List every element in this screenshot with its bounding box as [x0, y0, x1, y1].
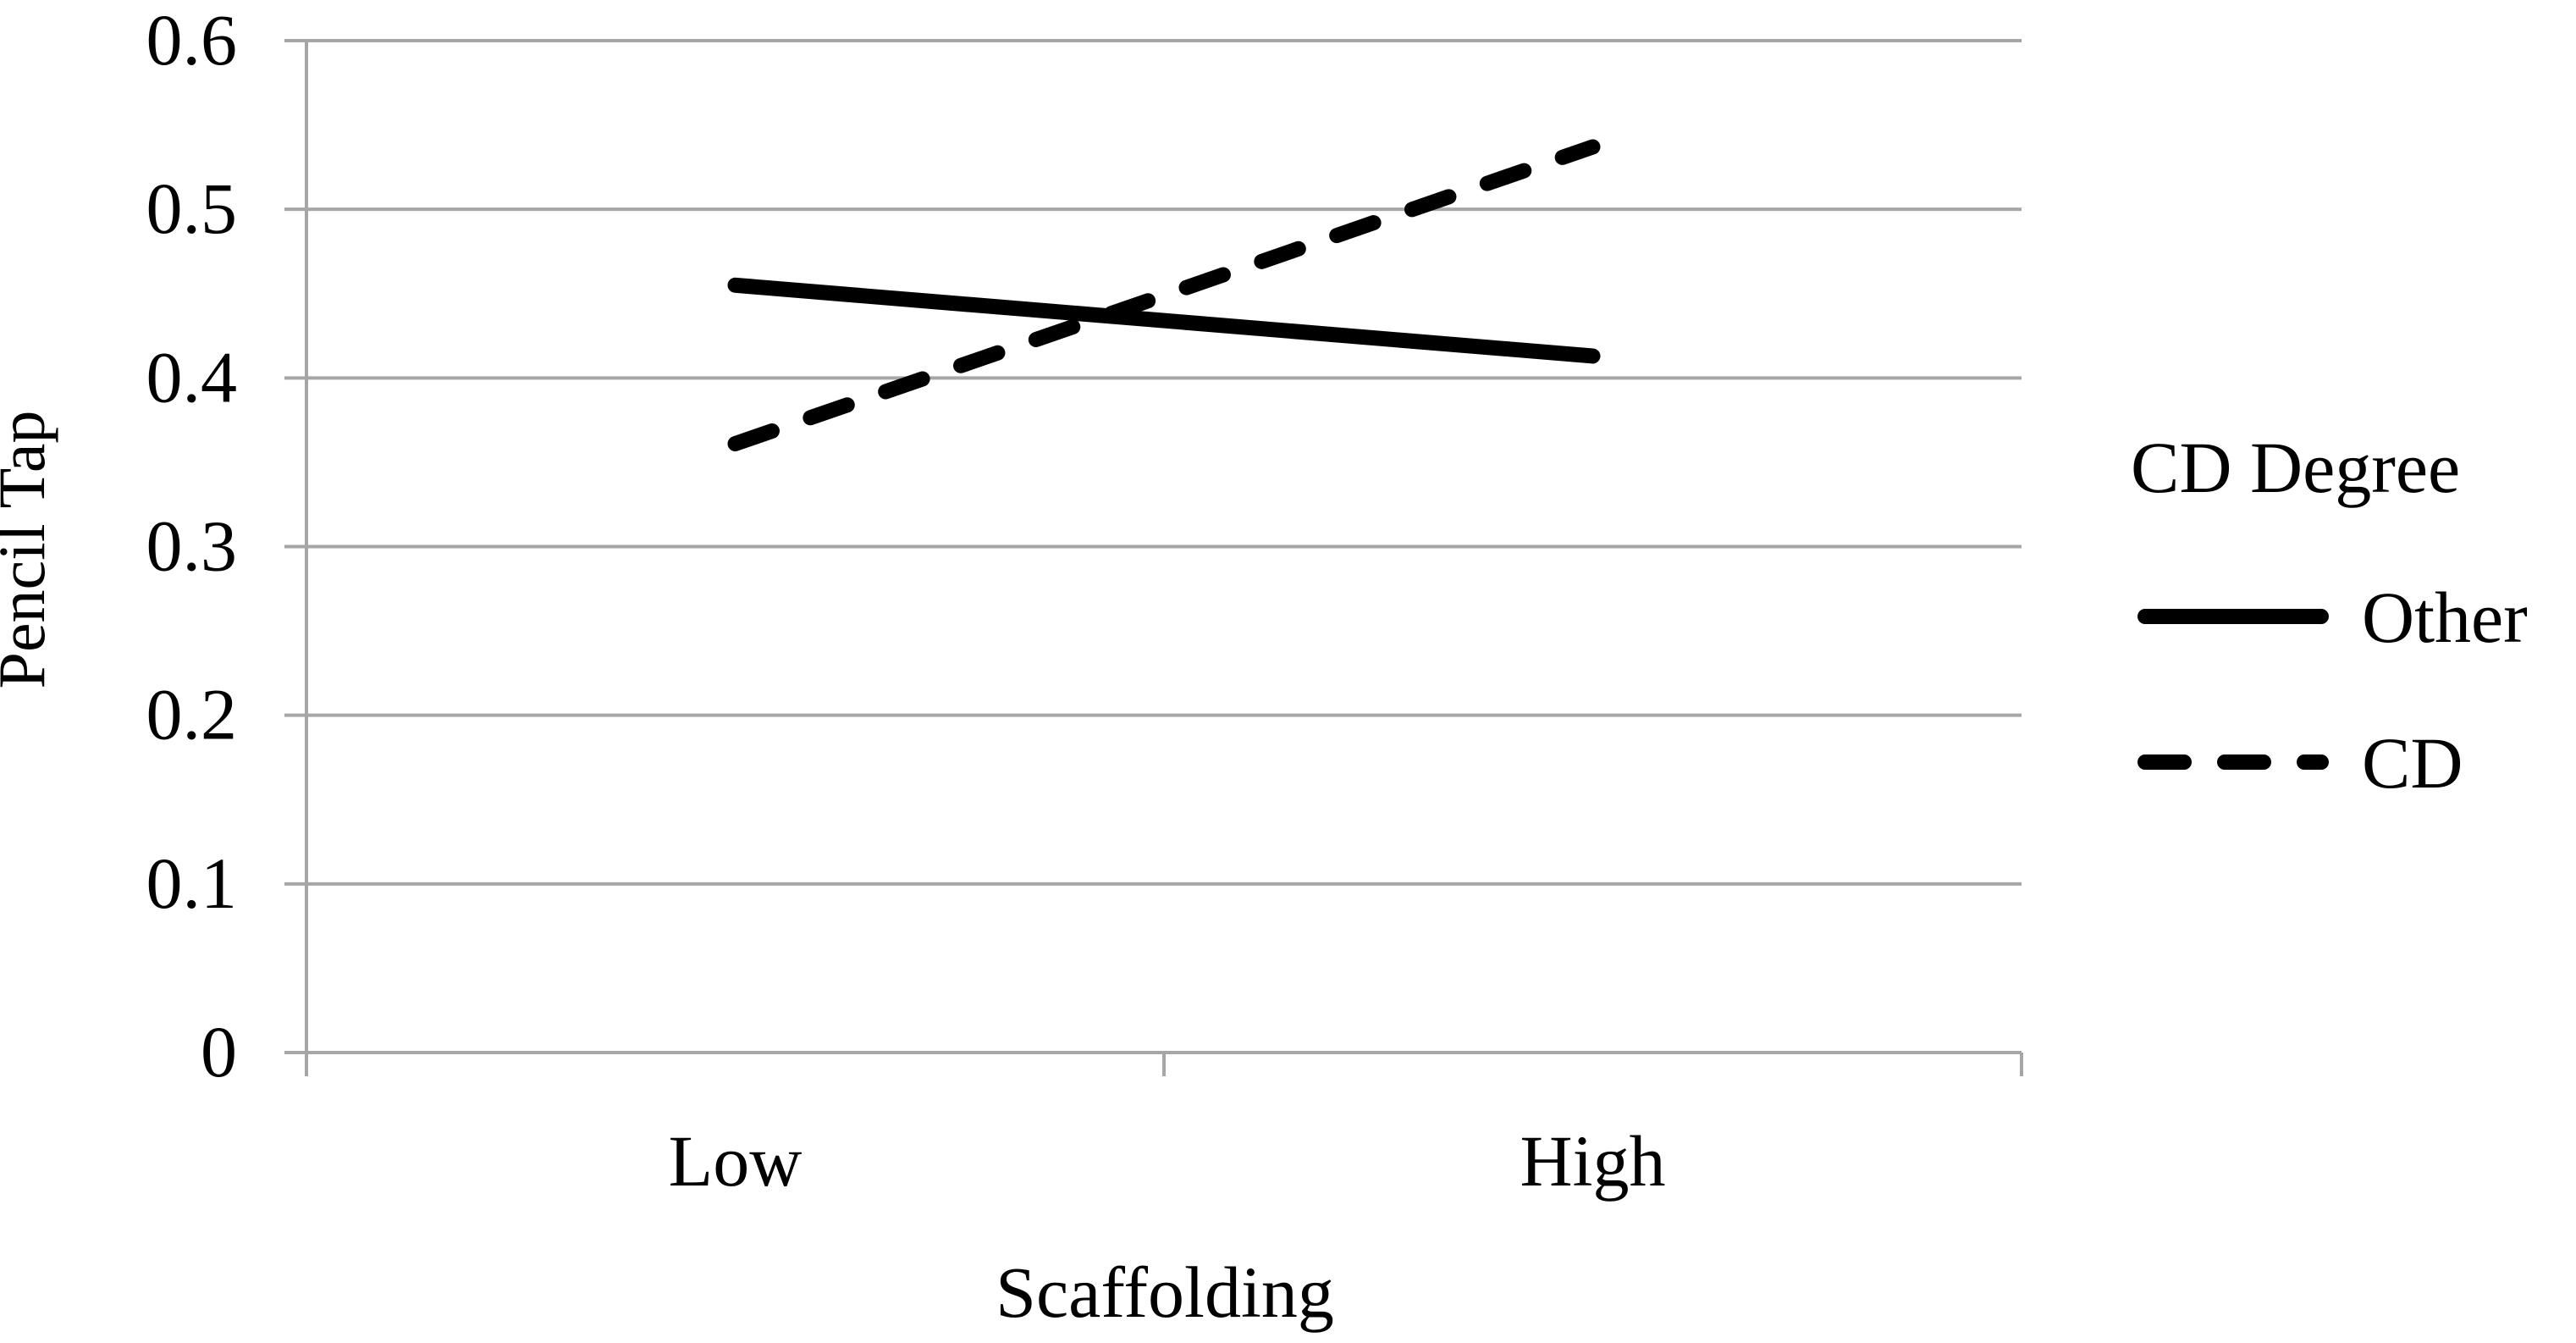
x-axis-label: Scaffolding: [996, 1252, 1334, 1333]
y-tick-label: 0.4: [146, 336, 238, 417]
y-tick-label: 0.2: [146, 674, 238, 755]
y-tick-label: 0.6: [146, 0, 238, 80]
series-line-other: [727, 277, 1601, 364]
legend: CD Degree Other CD: [2131, 427, 2528, 804]
legend-label-other: Other: [2362, 577, 2528, 658]
legend-title: CD Degree: [2131, 427, 2460, 508]
y-axis-label: Pencil Tap: [0, 411, 58, 689]
y-tick-labels: 0 0.1 0.2 0.3 0.4 0.5 0.6: [146, 0, 238, 1092]
x-tick-labels: Low High: [669, 1120, 1666, 1202]
x-tick-label: Low: [669, 1120, 803, 1202]
legend-label-cd: CD: [2362, 722, 2463, 804]
y-tick-label: 0.3: [146, 506, 238, 587]
gridlines: [284, 39, 2022, 1054]
y-tick-label: 0.1: [146, 843, 238, 924]
series-line-cd: [727, 139, 1601, 452]
axes: [305, 41, 2023, 1076]
y-tick-label: 0.5: [146, 168, 238, 249]
x-tick-label: High: [1520, 1120, 1666, 1202]
legend-items: Other CD: [2137, 577, 2528, 804]
y-tick-label: 0: [201, 1011, 237, 1092]
series-lines: [727, 139, 1601, 452]
